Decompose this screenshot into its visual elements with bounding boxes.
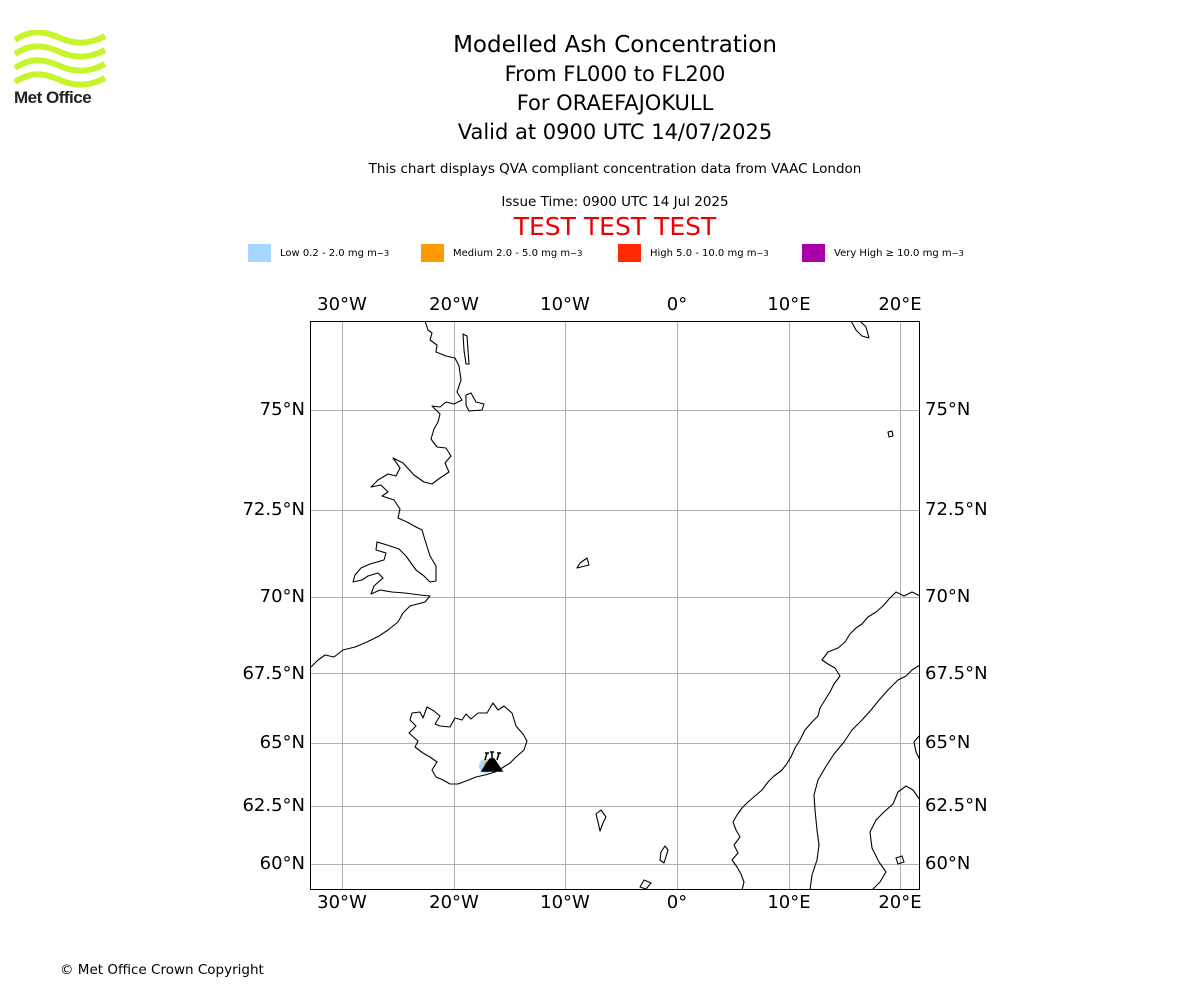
ash-map xyxy=(310,321,920,890)
lon-label-bottom: 0° xyxy=(666,892,688,913)
chart-titles: Modelled Ash Concentration From FL000 to… xyxy=(315,30,915,241)
legend-item-low: Low 0.2 - 2.0 mg m −3 xyxy=(248,244,389,262)
jan-mayen xyxy=(576,557,590,569)
lat-label-right: 65°N xyxy=(925,732,971,753)
legend-label-low: Low 0.2 - 2.0 mg m xyxy=(280,247,377,259)
legend-swatch-low xyxy=(248,244,271,262)
legend-item-medium: Medium 2.0 - 5.0 mg m −3 xyxy=(421,244,582,262)
lon-label-bottom: 10°W xyxy=(540,892,590,913)
lon-label-top: 20°W xyxy=(429,294,479,315)
lat-label-right: 62.5°N xyxy=(925,795,988,816)
iceland-coast xyxy=(408,702,528,785)
lon-label-bottom: 20°W xyxy=(429,892,479,913)
map-border xyxy=(310,321,920,890)
lon-label-top: 10°E xyxy=(767,294,811,315)
chart-subtitle: This chart displays QVA compliant concen… xyxy=(368,161,862,177)
met-office-logo: Met Office xyxy=(13,29,108,108)
legend-label-high: High 5.0 - 10.0 mg m xyxy=(650,247,757,259)
lon-label-bottom: 30°W xyxy=(317,892,367,913)
legend-unit-exponent: −3 xyxy=(951,248,964,258)
lat-label-left: 65°N xyxy=(259,732,305,753)
legend-swatch-medium xyxy=(421,244,444,262)
legend-item-very-high: Very High ≥ 10.0 mg m −3 xyxy=(802,244,964,262)
legend-unit-exponent: −3 xyxy=(376,248,390,258)
lat-label-left: 75°N xyxy=(259,399,305,420)
greenland-inlet xyxy=(462,333,470,365)
lat-label-right: 70°N xyxy=(925,586,971,607)
legend-swatch-very-high xyxy=(802,244,825,262)
bear-island xyxy=(887,430,894,438)
lat-label-left: 70°N xyxy=(259,586,305,607)
met-office-waves-icon xyxy=(13,29,107,88)
map-gridlines xyxy=(310,321,920,890)
svalbard-coast xyxy=(850,321,870,339)
orkney xyxy=(639,879,652,890)
shetland xyxy=(659,845,669,864)
baltic-coast xyxy=(869,785,920,890)
logo-text: Met Office xyxy=(14,88,92,107)
sweden-coast xyxy=(809,664,920,890)
norway-coast xyxy=(731,591,920,890)
legend-label-very-high: Very High ≥ 10.0 mg m xyxy=(834,247,952,259)
lon-label-top: 30°W xyxy=(317,294,367,315)
lon-label-bottom: 10°E xyxy=(767,892,811,913)
legend-unit-exponent: −3 xyxy=(756,248,769,258)
legend-swatch-high xyxy=(618,244,641,262)
test-banner: TEST TEST TEST xyxy=(513,212,717,241)
legend-label-medium: Medium 2.0 - 5.0 mg m xyxy=(453,247,571,259)
lat-label-right: 72.5°N xyxy=(925,499,988,520)
chart-title: Modelled Ash Concentration xyxy=(453,32,777,58)
lat-label-left: 67.5°N xyxy=(242,663,305,684)
faroe-islands xyxy=(595,809,607,832)
lat-label-right: 67.5°N xyxy=(925,663,988,684)
gulf-islands xyxy=(895,855,905,865)
coastlines xyxy=(310,321,920,890)
lat-label-right: 60°N xyxy=(925,853,971,874)
lat-label-left: 72.5°N xyxy=(242,499,305,520)
lon-label-bottom: 20°E xyxy=(878,892,922,913)
issue-time: Issue Time: 0900 UTC 14 Jul 2025 xyxy=(501,194,729,210)
volcano-name: For ORAEFAJOKULL xyxy=(516,91,714,115)
legend-unit-exponent: −3 xyxy=(570,248,583,258)
volcano-marker-icon xyxy=(480,751,504,772)
copyright-notice: © Met Office Crown Copyright xyxy=(60,962,264,978)
lon-label-top: 10°W xyxy=(540,294,590,315)
lon-label-top: 20°E xyxy=(878,294,922,315)
valid-time: Valid at 0900 UTC 14/07/2025 xyxy=(457,120,773,144)
lat-label-left: 60°N xyxy=(259,853,305,874)
flight-level-range: From FL000 to FL200 xyxy=(504,62,726,86)
greenland-island xyxy=(465,392,485,412)
lon-label-top: 0° xyxy=(666,294,688,315)
lat-label-right: 75°N xyxy=(925,399,971,420)
map-background xyxy=(310,321,920,890)
greenland-coast xyxy=(310,321,463,668)
legend-item-high: High 5.0 - 10.0 mg m −3 xyxy=(618,244,769,262)
lat-label-left: 62.5°N xyxy=(242,795,305,816)
finland-coast xyxy=(913,734,920,761)
